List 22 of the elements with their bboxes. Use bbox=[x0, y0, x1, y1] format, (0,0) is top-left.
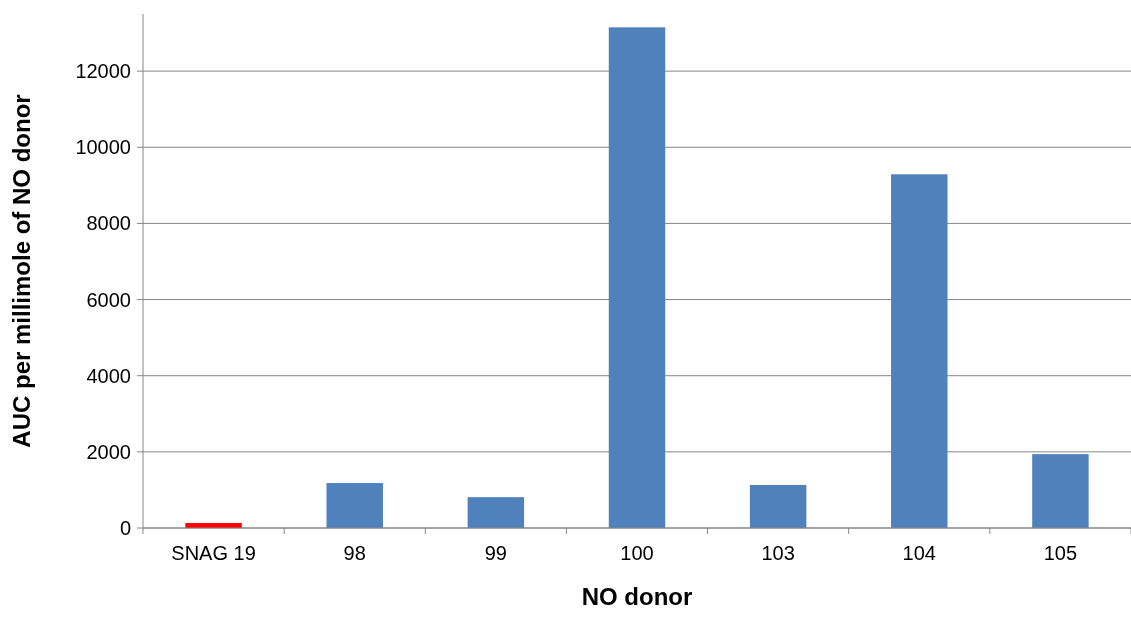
y-tick-label: 10000 bbox=[75, 136, 131, 159]
y-tick-label: 2000 bbox=[86, 440, 131, 463]
y-tick-label: 6000 bbox=[86, 288, 131, 311]
x-tick-label: 98 bbox=[343, 542, 366, 564]
x-tick-label: SNAG 19 bbox=[171, 542, 256, 564]
y-axis-title: AUC per millimole of NO donor bbox=[8, 94, 35, 448]
bar bbox=[326, 483, 383, 528]
bar bbox=[467, 497, 525, 528]
y-tick-label: 4000 bbox=[86, 364, 131, 387]
x-tick-label: 99 bbox=[484, 542, 507, 564]
x-tick-label: 105 bbox=[1043, 542, 1078, 564]
x-tick-label: 100 bbox=[620, 542, 654, 564]
x-tick-label: 104 bbox=[902, 542, 936, 564]
y-tick-label: 0 bbox=[119, 517, 131, 539]
bar bbox=[749, 484, 807, 528]
bar bbox=[1032, 454, 1089, 528]
y-tick-label: 8000 bbox=[86, 212, 131, 235]
x-tick-label: 103 bbox=[761, 542, 795, 564]
x-axis-title: NO donor bbox=[581, 583, 693, 610]
bar bbox=[608, 27, 666, 528]
bar bbox=[891, 174, 948, 528]
y-tick-label: 12000 bbox=[75, 60, 131, 83]
